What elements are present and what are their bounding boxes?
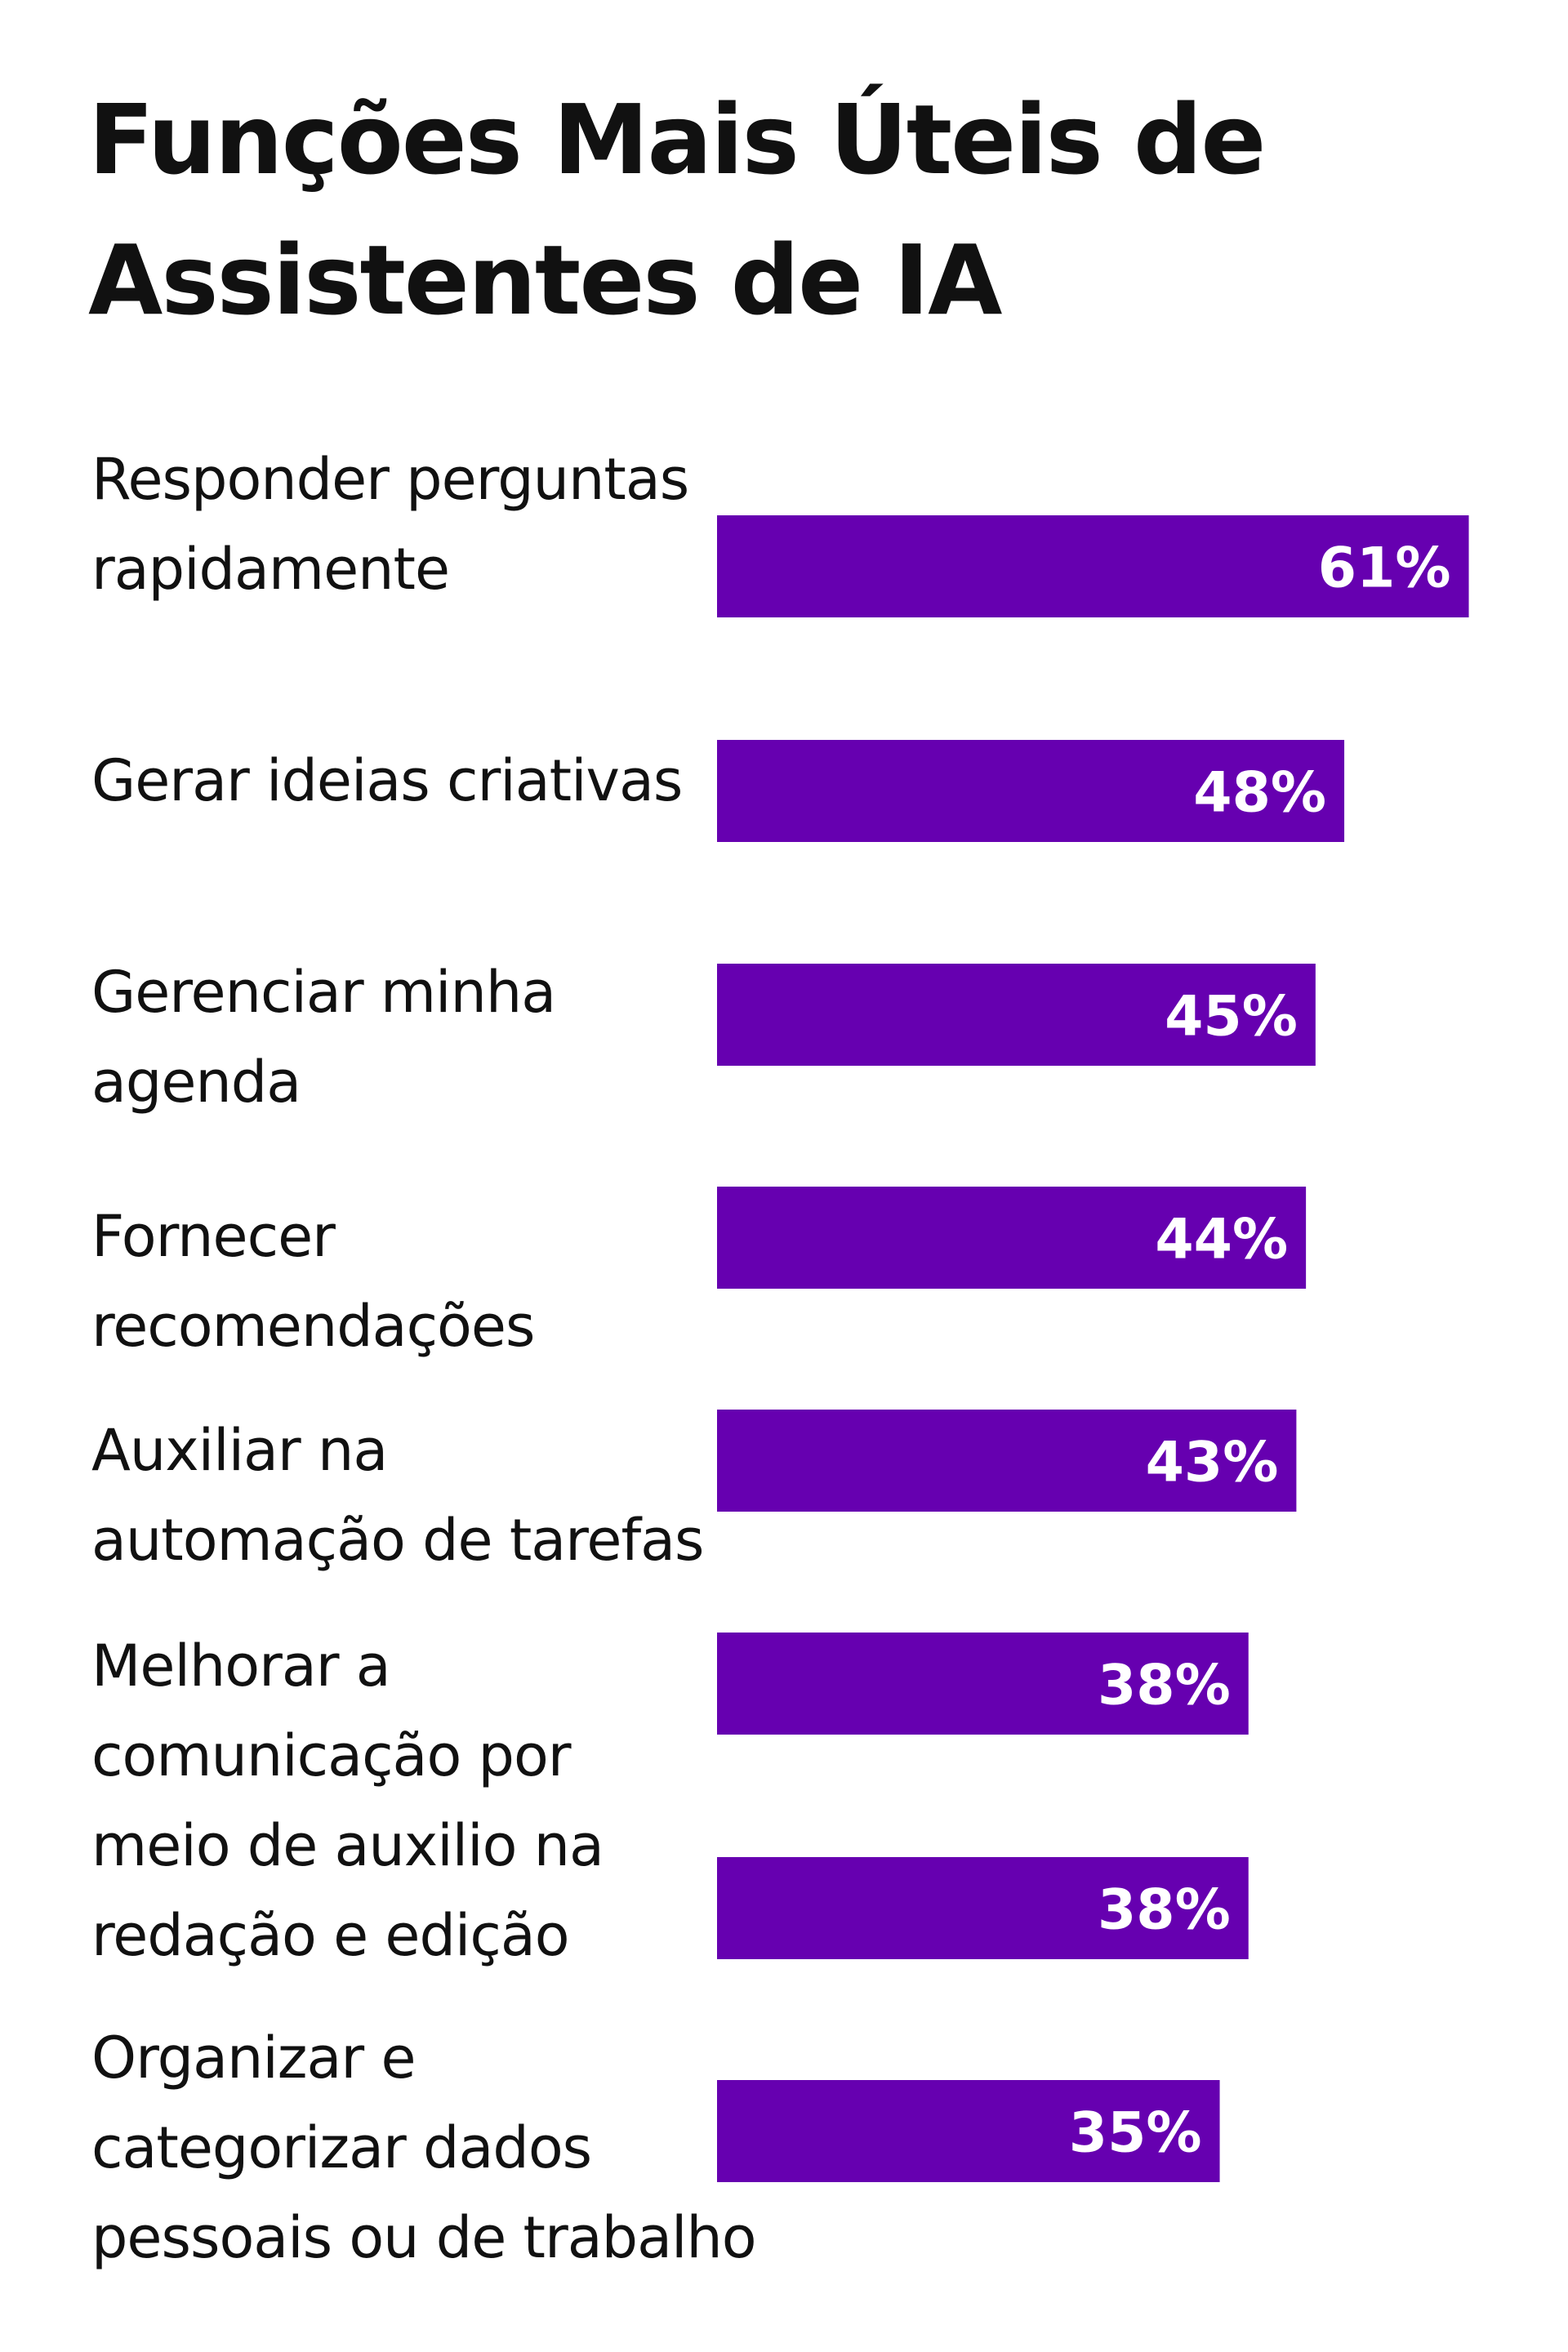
category-label-line: Melhorar a [91, 1633, 391, 1699]
bar [717, 1633, 1249, 1735]
bar-value-label: 45% [1165, 985, 1298, 1049]
category-label-line: comunicação por [91, 1722, 572, 1789]
category-label-line: pessoais ou de trabalho [91, 2204, 757, 2271]
category-label-line: automação de tarefas [91, 1507, 704, 1574]
bar [717, 515, 1469, 617]
chart-title-line: Funções Mais Úteis de [88, 83, 1266, 196]
bar [717, 1857, 1249, 1959]
bar-value-label: 48% [1193, 761, 1326, 826]
category-label-line: Auxiliar na [91, 1417, 388, 1484]
bar-value-label: 38% [1098, 1654, 1231, 1718]
category-label: Auxiliar na automação de tarefas [91, 1405, 704, 1585]
bar [717, 1187, 1307, 1289]
category-label-line: meio de auxilio na [91, 1812, 604, 1879]
bar-value-label: 35% [1069, 2101, 1202, 2166]
category-label-line: Fornecer [91, 1203, 336, 1270]
category-label-line: rapidamente [91, 536, 450, 603]
category-label: Gerenciar minha agenda [91, 947, 556, 1127]
category-label-line: Gerenciar minha [91, 959, 556, 1026]
bar [717, 2080, 1220, 2182]
category-label: Responder perguntas rapidamente [91, 434, 689, 614]
category-label: Melhorar a comunicação por meio de auxilio… [91, 1621, 604, 1980]
category-label-line: redação e edição [91, 1902, 570, 1969]
category-label-line: Gerar ideias criativas [91, 747, 683, 814]
chart-title: Funções Mais Úteis de Assistentes de IA [88, 69, 1266, 350]
bar-value-label: 38% [1098, 1878, 1231, 1943]
bar [717, 964, 1316, 1066]
category-label-line: recomendações [91, 1293, 535, 1360]
category-label: Fornecer recomendações [91, 1192, 535, 1371]
category-label-line: Organizar e [91, 2025, 416, 2091]
bar [717, 1410, 1297, 1512]
category-label-line: Responder perguntas [91, 446, 689, 513]
category-label-line: categorizar dados [91, 2114, 592, 2181]
bar [717, 740, 1345, 842]
category-label-line: agenda [91, 1049, 301, 1116]
category-label: Gerar ideias criativas [91, 736, 683, 826]
bar-value-label: 43% [1146, 1431, 1279, 1495]
bar-value-label: 44% [1155, 1208, 1288, 1272]
bar-value-label: 61% [1318, 537, 1451, 601]
category-label: Organizar e categorizar dados pessoais ou … [91, 2013, 757, 2283]
chart-title-line: Assistentes de IA [88, 224, 1002, 336]
